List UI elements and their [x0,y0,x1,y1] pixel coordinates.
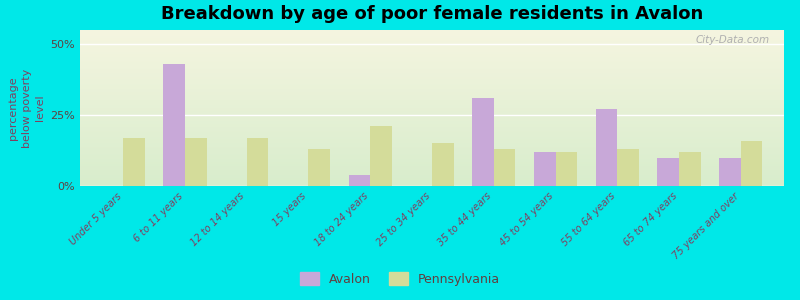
Bar [309,149,330,186]
Bar [246,138,268,186]
Text: City-Data.com: City-Data.com [696,35,770,45]
Bar [185,138,206,186]
Bar [741,141,762,186]
Bar [658,158,679,186]
Y-axis label: percentage
below poverty
level: percentage below poverty level [9,68,45,148]
Bar [596,110,618,186]
Bar [618,149,639,186]
Bar [123,138,145,186]
Bar [555,152,577,186]
Bar [432,143,454,186]
Bar [534,152,555,186]
Bar [349,175,370,186]
Bar [472,98,494,186]
Bar [679,152,701,186]
Bar [370,126,392,186]
Bar [163,64,185,186]
Bar [494,149,515,186]
Legend: Avalon, Pennsylvania: Avalon, Pennsylvania [295,267,505,291]
Title: Breakdown by age of poor female residents in Avalon: Breakdown by age of poor female resident… [161,5,703,23]
Bar [719,158,741,186]
